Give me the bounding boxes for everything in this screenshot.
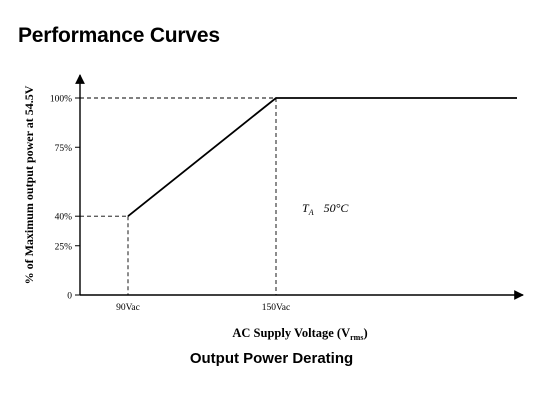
y-tick-label: 25% xyxy=(55,242,73,252)
temperature-annotation: TA 50°C xyxy=(302,201,349,217)
y-axis-label: % of Maximum output power at 54.5V xyxy=(22,85,36,284)
y-tick-label: 100% xyxy=(50,95,72,105)
y-tick-label: 75% xyxy=(55,144,73,154)
x-axis-label-subscript: rms xyxy=(350,333,363,342)
guide-lines xyxy=(80,97,277,295)
page-title: Performance Curves xyxy=(18,24,220,47)
x-tick-label: 90Vac xyxy=(116,303,140,313)
series-layer xyxy=(127,97,517,217)
x-tick-labels: 90Vac 150Vac xyxy=(116,303,290,313)
x-axis-label: AC Supply Voltage (Vrms) xyxy=(232,326,367,342)
x-tick-label: 150Vac xyxy=(262,303,291,313)
y-tick-labels: 0 25% 40% 75% 100% xyxy=(50,95,80,302)
chart-caption: Output Power Derating xyxy=(189,350,354,367)
y-tick-label: 40% xyxy=(55,213,73,223)
y-tick-label: 0 xyxy=(67,292,72,302)
derating-curve xyxy=(127,97,517,217)
